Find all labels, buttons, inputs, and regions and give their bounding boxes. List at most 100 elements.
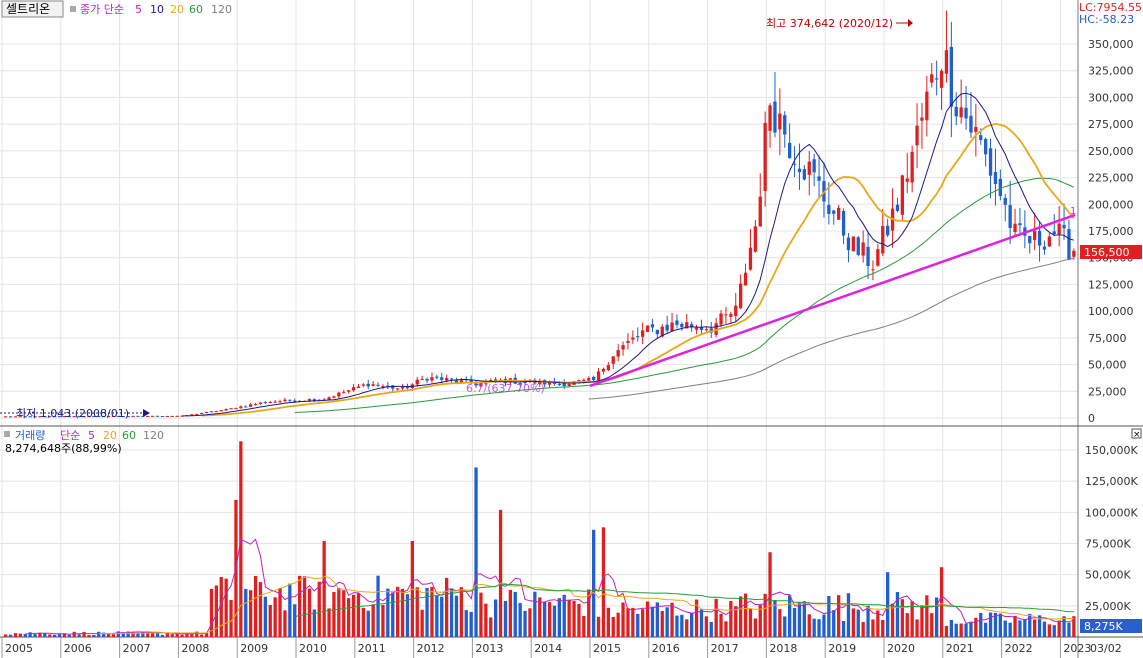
stock-name-box[interactable] — [1, 0, 64, 18]
close-panel-button[interactable] — [1131, 428, 1142, 439]
candle-body — [494, 379, 498, 382]
candle-body — [650, 324, 655, 328]
volume-y-tick-label: 150,000K — [1085, 444, 1138, 457]
price-y-tick-label: 325,000 — [1088, 65, 1134, 78]
candle-body — [53, 416, 57, 418]
candle-body — [293, 400, 297, 402]
x-tick-label: 2018 — [769, 642, 797, 655]
volume-bar — [92, 634, 96, 637]
candle-body — [758, 196, 762, 227]
volume-bar — [131, 631, 135, 637]
volume-bar — [920, 605, 924, 637]
price-y-tick-label: 175,000 — [1088, 225, 1134, 238]
volume-bar — [601, 527, 606, 637]
legend-prefix: 종가 단순 — [80, 3, 124, 16]
candle-body — [557, 384, 561, 386]
volume-bar — [998, 613, 1002, 637]
candle-body — [876, 249, 880, 266]
candle-body — [273, 401, 277, 403]
volume-bar — [405, 594, 410, 637]
volume-bar — [489, 617, 493, 637]
candle-body — [87, 416, 91, 418]
volume-bar — [347, 598, 351, 637]
candle-body — [440, 377, 444, 380]
high-annotation: 최고 374,642 (2020/12) — [766, 17, 893, 30]
candle-body — [1008, 205, 1012, 228]
candle-body — [337, 392, 341, 397]
candle-body — [459, 380, 463, 384]
volume-bar — [935, 597, 939, 637]
candle-body — [592, 376, 596, 381]
candle-body — [832, 210, 836, 214]
volume-bar — [503, 600, 508, 637]
volume-bar — [743, 593, 748, 637]
volume-bar — [146, 632, 150, 637]
volume-bar — [356, 593, 361, 637]
candle-body — [195, 413, 199, 415]
candle-body — [802, 169, 806, 180]
volume-bar — [792, 607, 797, 637]
candle-body — [278, 401, 282, 403]
candle-body — [77, 416, 81, 418]
volume-bar — [298, 575, 302, 637]
volume-bar — [758, 605, 762, 637]
candle-body — [209, 411, 214, 413]
candle-body — [645, 325, 650, 332]
candle-body — [131, 415, 135, 417]
candle-body — [489, 380, 493, 382]
price-y-tick-label: 125,000 — [1088, 278, 1134, 291]
volume-bar — [954, 623, 958, 637]
candle-body — [62, 416, 67, 418]
candle-body — [788, 142, 792, 159]
current-price-tag — [1080, 245, 1142, 259]
candle-body — [1047, 236, 1051, 247]
candle-body — [175, 415, 179, 417]
volume-bar — [435, 595, 439, 637]
candle-body — [288, 399, 292, 401]
volume-bar — [734, 606, 738, 637]
candle-body — [474, 383, 478, 386]
volume-bar — [1003, 620, 1007, 637]
volume-bar — [386, 588, 390, 637]
volume-bar — [944, 625, 949, 637]
candle-body — [13, 416, 18, 418]
legend-ma120: 120 — [211, 3, 232, 16]
candle-body — [400, 387, 405, 389]
volume-bar — [72, 631, 76, 637]
x-tick-label: 2011 — [358, 642, 386, 655]
candle-body — [327, 397, 331, 400]
volume-bar — [361, 607, 365, 637]
volume-bar — [518, 603, 522, 637]
candle-body — [636, 336, 640, 338]
volume-bar — [915, 619, 919, 637]
volume-bar — [719, 613, 723, 637]
candle-body — [729, 314, 733, 317]
candle-body — [837, 208, 841, 220]
legend-ma10: 10 — [150, 3, 164, 16]
candle-body — [239, 406, 243, 409]
volume-bar — [1052, 625, 1056, 637]
volume-bar — [645, 601, 650, 637]
x-tick-label: 2016 — [652, 642, 680, 655]
volume-bar — [126, 631, 130, 637]
volume-bar — [837, 595, 841, 637]
volume-bar — [538, 597, 542, 637]
candle-body — [690, 324, 694, 328]
volume-value-label: 8,274,648주(88,99%) — [5, 442, 122, 455]
volume-bar — [1028, 613, 1032, 637]
volume-bar — [1008, 622, 1012, 637]
volume-bar — [655, 602, 659, 637]
volume-bar — [445, 577, 449, 637]
volume-bar — [533, 591, 537, 637]
candle-body — [734, 305, 738, 317]
volume-legend: 거래량 단순 5 20 60 120 8,274,648주(88,99%) — [4, 429, 164, 455]
candle-body — [8, 416, 13, 418]
volume-legend-ma60: 60 — [122, 429, 136, 442]
candle-body — [807, 161, 811, 175]
volume-bar — [1062, 616, 1066, 637]
candle-body — [1062, 224, 1066, 229]
candle-body — [915, 125, 919, 146]
candle-body — [631, 337, 635, 340]
candle-body — [748, 247, 753, 270]
candle-body — [881, 226, 885, 254]
